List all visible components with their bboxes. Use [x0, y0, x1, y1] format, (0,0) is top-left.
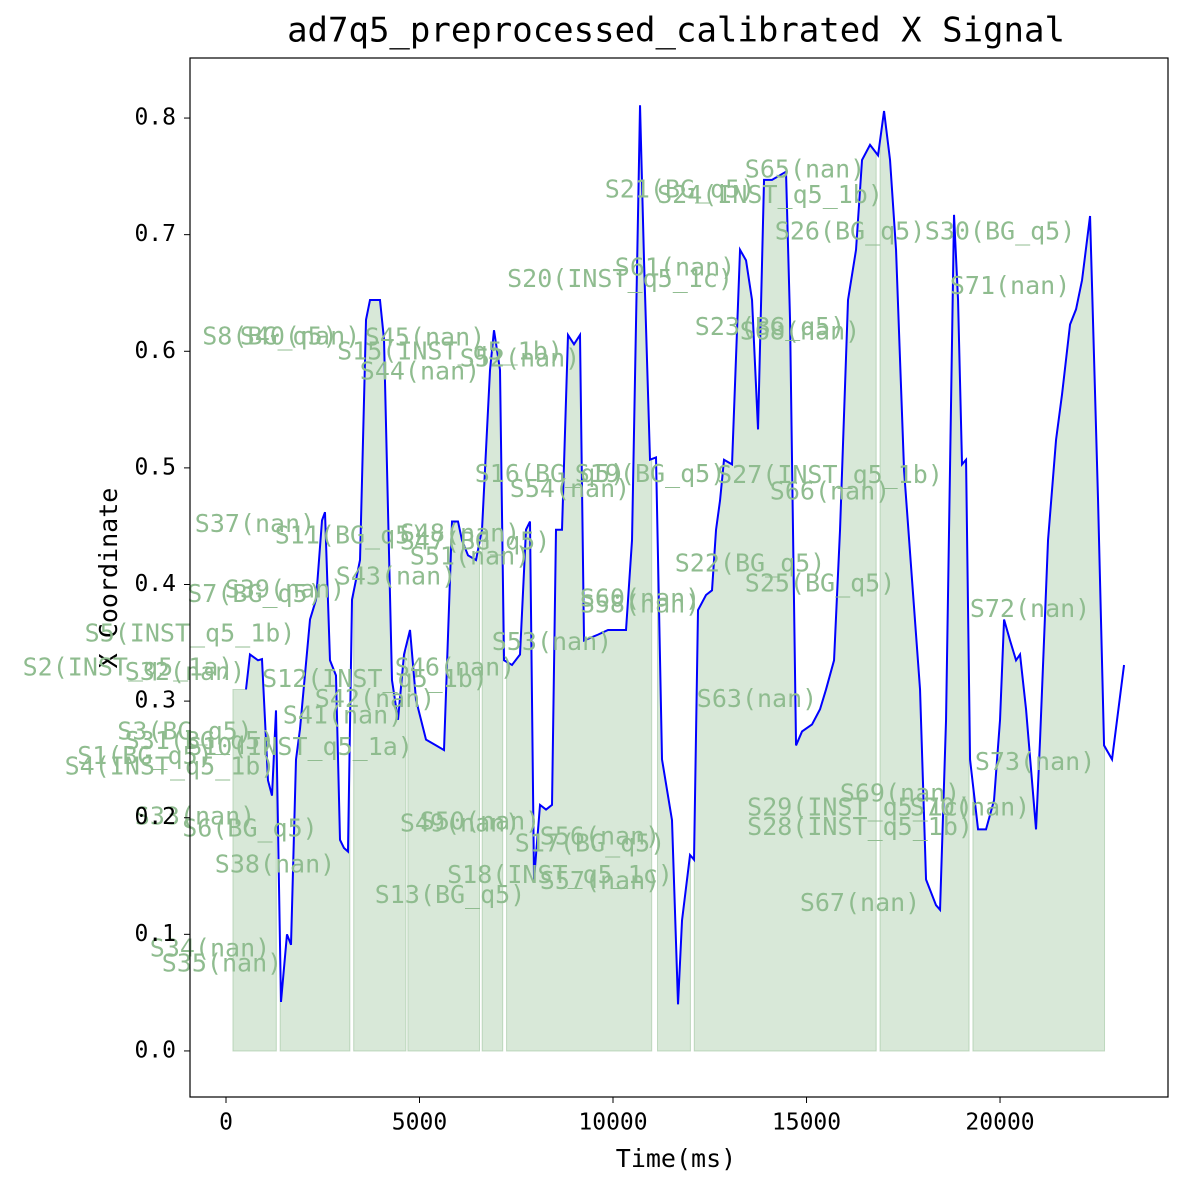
annotation: S21(BG_q5) — [605, 174, 756, 203]
annotation: S12(INST_q5_1b) — [262, 664, 488, 693]
y-tick-label: 0.4 — [134, 571, 176, 597]
annotation: S20(INST_q5_1c) — [507, 264, 733, 293]
annotation: S29(INST_q5_1c) — [747, 792, 973, 821]
annotation: S3(BG_q5) — [117, 717, 252, 746]
y-tick-label: 0.0 — [134, 1037, 176, 1063]
annotation: S53(nan) — [492, 627, 612, 656]
annotation: S15(INST_q5_1b) — [337, 336, 563, 365]
y-tick-label: 0.6 — [134, 338, 176, 364]
annotation: S31(BG_q5) — [125, 726, 276, 755]
x-tick-label: 15000 — [772, 1110, 841, 1136]
annotation: S65(nan) — [745, 155, 865, 184]
annotation: S43(nan) — [336, 562, 456, 591]
annotation: S18(INST_q5_1c) — [447, 860, 673, 889]
annotation: S35(nan) — [162, 949, 282, 978]
annotation: S16(BG_q5) — [475, 459, 626, 488]
annotation: S38(nan) — [215, 850, 335, 879]
shaded-span — [407, 521, 480, 1052]
annotation: S2(INST_q5_1a) — [23, 652, 234, 681]
annotation: S60(nan) — [580, 584, 700, 613]
annotation: S37(nan) — [195, 509, 315, 538]
annotation: S23(BG_q5) — [695, 312, 846, 341]
plot-frame — [189, 57, 1169, 1098]
annotation: S7(BG_q5) — [187, 579, 322, 608]
y-tick-label: 0.1 — [134, 921, 176, 947]
x-tick-label: 20000 — [965, 1110, 1034, 1136]
annotation: S33(nan) — [135, 802, 255, 831]
annotation: S69(nan) — [840, 778, 960, 807]
annotation: S47(BG_q5) — [400, 527, 551, 556]
annotation: S10(INST_q5_1a) — [187, 732, 413, 761]
annotation: S40(nan) — [240, 321, 360, 350]
y-tick-label: 0.5 — [134, 454, 176, 480]
annotation: S41(nan) — [283, 700, 403, 729]
annotation: S8(BG_q5) — [202, 321, 337, 350]
annotation: S66(nan) — [770, 476, 890, 505]
annotation: S39(nan) — [225, 574, 345, 603]
signal-line — [245, 105, 1126, 1005]
annotation: S58(nan) — [580, 589, 700, 618]
annotation: S46(nan) — [395, 652, 515, 681]
annotation: S19(BG_q5) — [575, 459, 726, 488]
annotation: S52(nan) — [460, 343, 580, 372]
annotation: S27(INST_q5_1b) — [717, 460, 943, 489]
annotation: S72(nan) — [970, 594, 1090, 623]
annotation: S71(nan) — [950, 271, 1070, 300]
y-tick-label: 0.3 — [134, 688, 176, 714]
y-tick-label: 0.8 — [134, 105, 176, 131]
annotation: S30(BG_q5) — [925, 216, 1076, 245]
x-tick-label: 5000 — [392, 1110, 447, 1136]
annotation: S56(nan) — [540, 822, 660, 851]
annotation: S49(nan) — [400, 809, 520, 838]
annotation: S25(BG_q5) — [745, 568, 896, 597]
shaded-span — [972, 215, 1106, 1052]
annotation: S32(nan) — [125, 657, 245, 686]
y-tick-label: 0.2 — [134, 804, 176, 830]
annotation: S6(BG_q5) — [182, 813, 317, 842]
annotation: S51(nan) — [410, 542, 530, 571]
chart-title: ad7q5_preprocessed_calibrated X Signal — [287, 11, 1065, 51]
x-tick-label: 0 — [219, 1110, 233, 1136]
annotation: S11(BG_q5) — [275, 521, 426, 550]
annotation: S63(nan) — [697, 684, 817, 713]
x-axis-label: Time(ms) — [616, 1144, 736, 1173]
annotation: S45(nan) — [365, 322, 485, 351]
annotation: S22(BG_q5) — [675, 549, 826, 578]
annotation: S4(INST_q5_1b) — [65, 752, 276, 781]
annotation: S50(nan) — [420, 806, 540, 835]
annotation: S61(nan) — [615, 252, 735, 281]
annotation: S54(nan) — [510, 474, 630, 503]
annotation: S34(nan) — [150, 933, 270, 962]
annotation: S67(nan) — [800, 888, 920, 917]
y-tick-label: 0.7 — [134, 221, 176, 247]
annotation: S17(BG_q5) — [515, 829, 666, 858]
annotation: S28(INST_q5_1b) — [747, 812, 973, 841]
annotation: S68(nan) — [740, 317, 860, 346]
annotation: S48(nan) — [400, 518, 520, 547]
annotation: S24(INST_q5_1b) — [657, 180, 883, 209]
annotation: S73(nan) — [975, 747, 1095, 776]
y-axis-label: X Coordinate — [94, 488, 123, 669]
annotation: S57(nan) — [540, 866, 660, 895]
annotation: S26(BG_q5) — [775, 216, 926, 245]
annotation: S13(BG_q5) — [375, 880, 526, 909]
annotation: S44(nan) — [360, 356, 480, 385]
x-tick-label: 10000 — [578, 1110, 647, 1136]
annotation: S42(nan) — [315, 684, 435, 713]
annotation: S70(nan) — [910, 792, 1030, 821]
